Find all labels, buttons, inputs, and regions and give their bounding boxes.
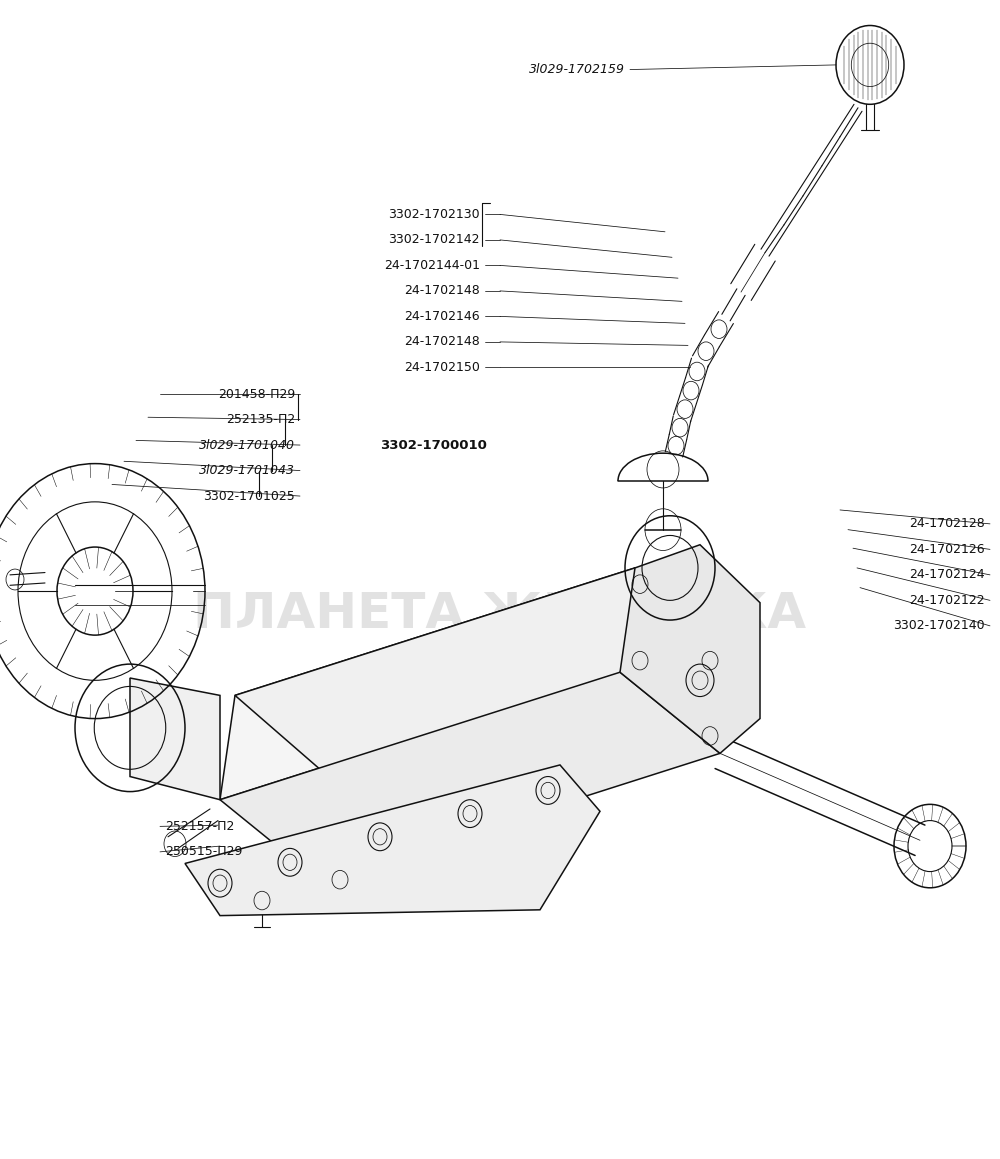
Text: 24-1702126: 24-1702126 <box>909 542 985 556</box>
Text: 3l029-1701040: 3l029-1701040 <box>199 438 295 452</box>
Polygon shape <box>220 568 635 800</box>
Text: 252157-П2: 252157-П2 <box>165 819 234 833</box>
Text: 24-1702146: 24-1702146 <box>404 309 480 323</box>
Text: 3302-1701025: 3302-1701025 <box>203 489 295 503</box>
Text: 3l029-1701043: 3l029-1701043 <box>199 464 295 478</box>
Text: 24-1702148: 24-1702148 <box>404 335 480 349</box>
Polygon shape <box>185 765 600 916</box>
Text: 3l029-1702159: 3l029-1702159 <box>529 63 625 76</box>
Polygon shape <box>130 678 220 800</box>
Text: 3302-1702130: 3302-1702130 <box>388 207 480 221</box>
Text: 3302-1702142: 3302-1702142 <box>388 233 480 247</box>
Text: 250515-П29: 250515-П29 <box>165 845 242 859</box>
Text: 252135-П2: 252135-П2 <box>226 413 295 427</box>
Text: 201458-П29: 201458-П29 <box>218 387 295 401</box>
Text: 24-1702122: 24-1702122 <box>909 593 985 607</box>
Text: 24-1702148: 24-1702148 <box>404 284 480 298</box>
Text: 3302-1702140: 3302-1702140 <box>893 619 985 633</box>
Polygon shape <box>620 568 735 753</box>
Text: 24-1702144-01: 24-1702144-01 <box>384 258 480 272</box>
Text: 3302-1700010: 3302-1700010 <box>380 438 487 452</box>
Text: ПЛАНЕТА ЖЕЛЕЗЯКА: ПЛАНЕТА ЖЕЛЕЗЯКА <box>193 590 807 639</box>
Text: 24-1702128: 24-1702128 <box>909 517 985 531</box>
Polygon shape <box>220 672 720 881</box>
Polygon shape <box>235 568 735 782</box>
Text: 24-1702150: 24-1702150 <box>404 360 480 374</box>
Text: 24-1702124: 24-1702124 <box>909 568 985 582</box>
Polygon shape <box>620 545 760 753</box>
